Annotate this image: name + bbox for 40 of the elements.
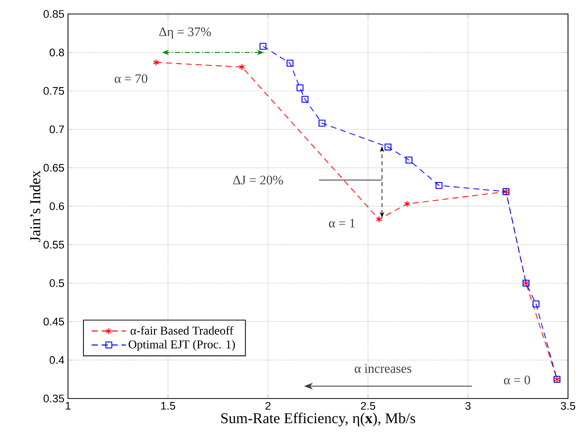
point <box>436 182 442 189</box>
y-tick-label: 0.55 <box>44 240 64 249</box>
x-tick-label: 3 <box>465 402 471 410</box>
point <box>532 300 540 308</box>
point <box>318 120 326 127</box>
point <box>296 84 304 92</box>
y-tick-label: 0.7 <box>50 125 64 134</box>
point <box>384 144 392 150</box>
annotation: ΔJ = 20% <box>233 176 284 184</box>
point <box>260 42 266 50</box>
y-tick-label: 0.4 <box>50 356 64 364</box>
point <box>376 216 382 223</box>
point <box>238 64 246 70</box>
point <box>404 200 410 208</box>
y-tick-label: 0.45 <box>44 318 64 326</box>
y-tick-label: 0.85 <box>44 10 64 18</box>
annotation: α = 70 <box>114 74 148 83</box>
x-tick-label: 3.5 <box>560 402 576 410</box>
point <box>286 60 294 67</box>
x-tick-label: 2 <box>266 402 271 410</box>
x-tick-label: 1.5 <box>161 402 176 410</box>
y-tick-label: 0.8 <box>50 48 64 56</box>
x-axis-title: Sum-Rate Efficiency, η(x), Mb/s <box>221 412 416 426</box>
legend-label: Optimal EJT (Proc. 1) <box>128 340 235 351</box>
y-tick-label: 0.6 <box>50 202 64 210</box>
point <box>152 58 160 66</box>
y-tick-label: 0.5 <box>50 279 64 288</box>
annotation: α = 1 <box>328 218 355 228</box>
point <box>406 156 412 164</box>
x-tick-label: 2.5 <box>360 402 376 410</box>
y-tick-label: 0.65 <box>44 164 64 172</box>
annotation: α increases <box>354 364 412 373</box>
y-tick-label: 0.75 <box>44 87 64 95</box>
annotation: α = 0 <box>504 376 530 384</box>
y-tick-label: 0.35 <box>44 394 64 402</box>
annotation: Δη = 37% <box>159 27 211 39</box>
y-axis-title: Jain’s Index <box>30 170 40 242</box>
point <box>302 96 308 103</box>
legend-label: α-fair Based Tradeoff <box>130 326 234 335</box>
x-tick-label: 1 <box>66 402 71 410</box>
